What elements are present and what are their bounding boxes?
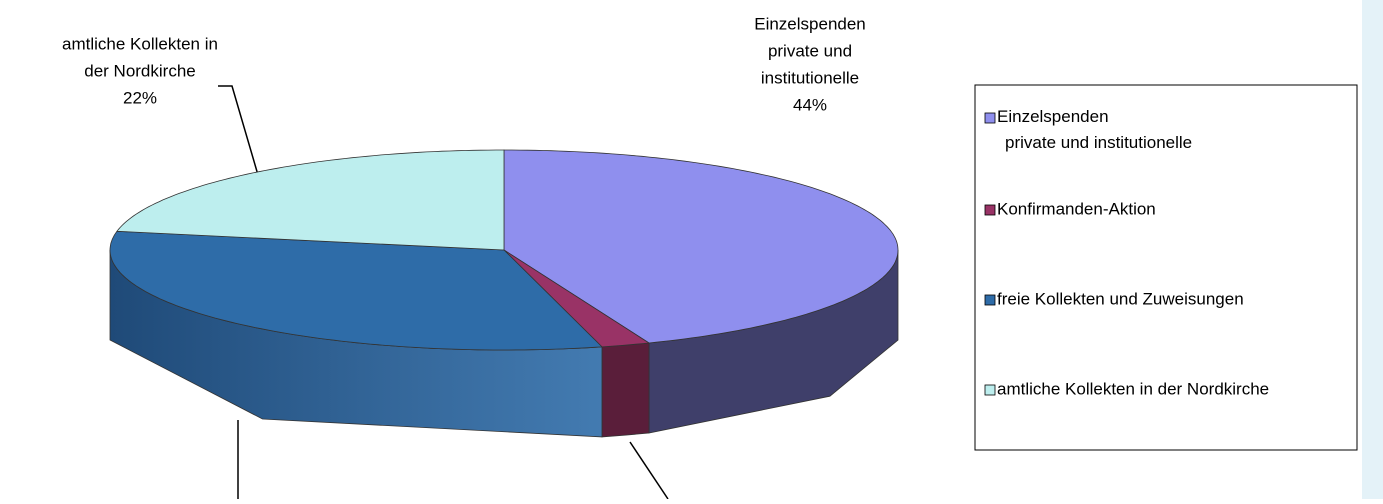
pie-slice (503, 149, 899, 344)
data-label: institutionelle (761, 68, 859, 87)
legend-label: Einzelspenden private und institutionelle (997, 107, 1192, 152)
legend-swatch (984, 112, 996, 124)
data-label: 44% (793, 95, 827, 114)
legend-label: Konfirmanden-Aktion (997, 199, 1156, 218)
legend-swatch (984, 294, 996, 306)
legend-label: amtliche Kollekten in der Nordkirche (997, 379, 1269, 398)
pie-slice (116, 149, 505, 251)
pie-slice (503, 249, 651, 348)
legend-swatch (984, 384, 996, 396)
legend-box (974, 84, 1358, 451)
data-label: amtliche Kollekten in (62, 34, 218, 53)
data-label: der Nordkirche (84, 61, 196, 80)
data-label: 22% (123, 88, 157, 107)
legend-label: freie Kollekten und Zuweisungen (997, 289, 1244, 308)
leader-line (629, 441, 669, 500)
pie-side (601, 342, 650, 438)
pie-slice (109, 230, 603, 351)
leader-line (218, 85, 259, 176)
legend-swatch (984, 204, 996, 216)
leader-lines (218, 85, 669, 500)
data-label: private und (768, 41, 852, 60)
data-label: Einzelspenden (754, 14, 866, 33)
side-panel (1362, 0, 1383, 499)
